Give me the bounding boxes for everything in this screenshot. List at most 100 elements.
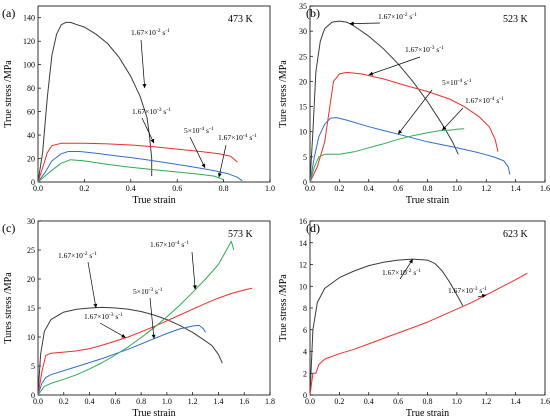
annotation-superscript: -1 xyxy=(482,286,487,292)
annotation-text: 5×10 xyxy=(184,126,200,135)
annotation-superscript: -3 xyxy=(148,287,153,293)
rate-annotation: 5×10-3 s-1 xyxy=(133,287,163,296)
x-tick-label: 1.6 xyxy=(239,397,249,406)
panel-label: (d) xyxy=(306,221,320,235)
x-tick-label: 0.8 xyxy=(136,397,146,406)
x-axis-label: True strain xyxy=(132,408,175,417)
panel-label: (c) xyxy=(2,221,15,235)
annotation-arrow-line xyxy=(87,261,97,309)
annotation-text: s xyxy=(161,107,166,116)
annotation-arrow-line xyxy=(218,144,227,178)
annotation-superscript: -1 xyxy=(416,268,421,274)
series-line-0 xyxy=(309,20,459,183)
y-tick-label: 120 xyxy=(23,37,35,46)
y-tick-label: 30 xyxy=(299,27,307,36)
annotation-superscript: -4 xyxy=(199,126,204,132)
x-tick-label: 0.0 xyxy=(33,397,43,406)
x-tick-label: 0.4 xyxy=(85,397,95,406)
annotation-text: 1.67×10 xyxy=(131,28,156,37)
series-line-0 xyxy=(37,306,223,396)
x-axis-label: True strain xyxy=(406,408,449,417)
annotation-superscript: -1 xyxy=(252,133,257,139)
rate-annotation: 1.67×10-2 s-1 xyxy=(378,12,417,21)
annotation-text: 1.67×10 xyxy=(405,45,430,54)
series-line-1 xyxy=(37,142,238,183)
annotation-arrow-line xyxy=(397,89,433,135)
annotation-arrowhead xyxy=(93,303,98,308)
annotation-superscript: -2 xyxy=(83,251,88,257)
annotation-superscript: -1 xyxy=(92,251,97,257)
y-tick-label: 0 xyxy=(31,178,35,187)
y-tick-label: 0 xyxy=(303,391,307,400)
x-tick-label: 0.4 xyxy=(364,397,374,406)
annotation-text: s xyxy=(494,96,499,105)
y-tick-label: 60 xyxy=(27,108,35,117)
y-tick-label: 20 xyxy=(27,155,35,164)
annotation-text: 1.67×10 xyxy=(378,12,403,21)
x-tick-label: 0.0 xyxy=(305,184,315,193)
annotation-arrow-line xyxy=(441,107,464,131)
annotation-text: s xyxy=(434,45,439,54)
x-tick-label: 0.8 xyxy=(423,184,433,193)
series-line-0 xyxy=(309,258,464,396)
x-tick-label: 1.8 xyxy=(265,397,275,406)
x-tick-label: 0.2 xyxy=(334,397,344,406)
x-tick-label: 1.0 xyxy=(452,397,462,406)
annotation-text: s xyxy=(204,126,209,135)
plot-frame xyxy=(37,5,271,183)
annotation-arrow-line xyxy=(149,297,155,339)
y-tick-label: 40 xyxy=(27,131,35,140)
x-tick-label: 0.2 xyxy=(59,397,69,406)
annotation-text: s xyxy=(411,268,416,277)
annotation-arrowhead xyxy=(142,83,147,89)
annotation-arrowhead xyxy=(349,21,354,26)
series-line-0 xyxy=(37,21,153,183)
x-tick-label: 1.0 xyxy=(452,184,462,193)
x-tick-label: 0.0 xyxy=(33,184,43,193)
x-tick-label: 0.2 xyxy=(334,184,344,193)
annotation-superscript: -1 xyxy=(166,107,171,113)
rate-annotation: 1.67×10-3 s-1 xyxy=(84,312,123,321)
y-tick-label: 15 xyxy=(27,304,35,313)
y-tick-label: 80 xyxy=(27,84,35,93)
y-tick-label: 12 xyxy=(299,261,307,270)
y-tick-label: 20 xyxy=(27,275,35,284)
y-tick-label: 10 xyxy=(27,333,35,342)
annotation-text: s xyxy=(462,78,467,87)
annotation-superscript: -2 xyxy=(156,28,161,34)
y-tick-label: 2 xyxy=(303,369,307,378)
y-axis-label: Ture stress /MPa xyxy=(278,60,289,128)
x-tick-label: 1.6 xyxy=(540,184,550,193)
annotation-text: 5×10 xyxy=(133,287,149,296)
annotation-text: s xyxy=(477,286,482,295)
x-tick-label: 1.6 xyxy=(540,397,550,406)
panel-c: 0.0 0.2 0.4 0.6 0.8 1.0 1.2 1.4 1.6 1.8 0 5 10 15 20 25… xyxy=(2,217,275,417)
x-tick-label: 0.2 xyxy=(79,184,89,193)
x-axis-label: True strain xyxy=(406,195,449,206)
annotation-text: 1.67×10 xyxy=(448,286,473,295)
series-line-2 xyxy=(37,151,243,183)
annotation-superscript: -1 xyxy=(467,78,472,84)
temperature-label: 473 K xyxy=(228,14,254,25)
annotation-text: s xyxy=(407,12,412,21)
rate-annotation: 5×10-4 s-1 xyxy=(442,78,472,87)
series-line-2 xyxy=(309,117,511,183)
annotation-superscript: -4 xyxy=(457,78,462,84)
annotation-superscript: -4 xyxy=(175,240,180,246)
annotation-arrowhead xyxy=(481,293,487,298)
annotation-arrowhead xyxy=(398,129,403,135)
panel-d: 0.0 0.2 0.4 0.6 0.8 1.0 1.2 1.4 1.6 0 2 4 6 8 10 12 14 16… xyxy=(278,217,550,417)
rate-annotation: 1.67×10-3 s-1 xyxy=(132,107,171,116)
y-tick-label: 8 xyxy=(303,304,307,313)
annotation-superscript: -1 xyxy=(118,312,123,318)
annotation-text: 1.67×10 xyxy=(150,240,175,249)
annotation-superscript: -1 xyxy=(158,287,163,293)
annotation-superscript: -2 xyxy=(407,268,412,274)
annotation-text: 1.67×10 xyxy=(84,312,109,321)
x-tick-label: 1.4 xyxy=(213,397,223,406)
x-tick-label: 1.4 xyxy=(511,397,521,406)
x-tick-label: 0.4 xyxy=(126,184,136,193)
y-tick-label: 140 xyxy=(23,14,35,23)
y-tick-label: 16 xyxy=(299,217,307,226)
